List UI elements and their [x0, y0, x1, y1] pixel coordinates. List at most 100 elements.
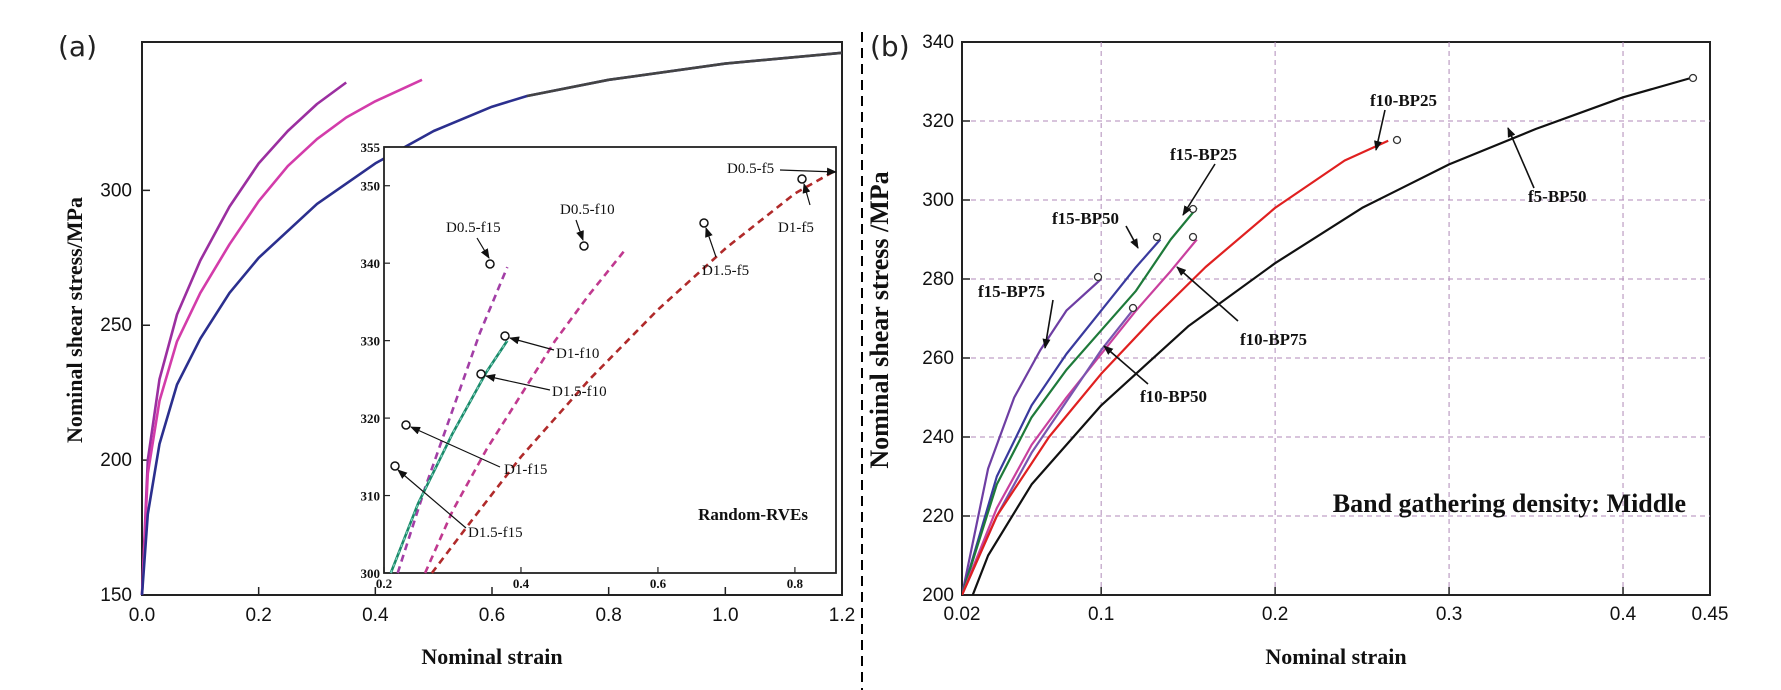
a-y-tick-label: 300	[100, 180, 132, 201]
panel-a: (a) 0.0 0.2 0.4 0.6 0.8 1.0 1.2 150 200 250 300 N…	[58, 30, 855, 669]
inset-x-tick-label: 0.6	[650, 576, 667, 591]
panel-b-series	[962, 76, 1693, 595]
panel-a-y-title: Nominal shear stress/MPa	[62, 197, 87, 443]
panel-a-x-axis: 0.0 0.2 0.4 0.6 0.8 1.0 1.2	[129, 587, 855, 626]
inset-y-axis: 300 310 320 330 340 350 355	[361, 140, 390, 581]
arrow-f10-bp50	[1103, 345, 1149, 385]
a-y-tick-label: 200	[100, 450, 132, 471]
a-series-f5-tail	[526, 51, 843, 98]
label-d05-f5: D0.5-f5	[727, 161, 774, 177]
inset-x-tick-label: 0.8	[787, 576, 804, 591]
marker-f10-bp75	[1188, 232, 1198, 242]
label-f15-bp50: f15-BP50	[1052, 209, 1119, 228]
arrow-d15-f5	[705, 227, 717, 258]
b-x-tick-label: 0.45	[1692, 604, 1729, 625]
arrow-d05-f5	[779, 167, 837, 176]
panel-b-x-axis: 0.02 0.1 0.2 0.3 0.4 0.45	[944, 587, 1729, 625]
inset-y-tick-label: 330	[361, 334, 381, 349]
b-series-f15-BP75	[962, 278, 1102, 595]
panel-a-y-axis: 150 200 250 300	[100, 180, 150, 606]
label-d15-f10: D1.5-f10	[552, 384, 607, 400]
b-x-tick-label: 0.3	[1436, 604, 1462, 625]
b-x-tick-label: 0.02	[944, 604, 981, 625]
inset-y-tick-label: 340	[361, 256, 381, 271]
panel-b-grid	[962, 42, 1710, 595]
panel-a-series	[140, 51, 843, 596]
a-x-tick-label: 1.0	[712, 605, 738, 626]
b-y-tick-label: 340	[922, 32, 954, 53]
panel-b-label: (b)	[870, 30, 910, 63]
b-y-tick-label: 320	[922, 111, 954, 132]
b-x-tick-label: 0.4	[1610, 604, 1637, 625]
label-d15-f5: D1.5-f5	[702, 263, 749, 279]
a-y-tick-label: 150	[100, 585, 132, 606]
label-f15-bp75: f15-BP75	[978, 282, 1045, 301]
arrow-d15-f15	[397, 469, 467, 529]
marker-d05-f10	[579, 241, 589, 251]
label-f15-bp25: f15-BP25	[1170, 145, 1237, 164]
a-series-f15	[140, 81, 347, 596]
marker-f15-bp50	[1152, 232, 1162, 242]
arrow-f10-bp25	[1374, 109, 1386, 151]
inset-x-tick-label: 0.4	[513, 576, 530, 591]
label-f10-bp50: f10-BP50	[1140, 387, 1207, 406]
inset-title: Random-RVEs	[698, 505, 808, 524]
marker-d05-f15	[485, 259, 495, 269]
marker-d1-f15	[401, 420, 411, 430]
inset-x-tick-label: 0.2	[376, 576, 392, 591]
panel-b-y-title: Nominal shear stress /MPa	[865, 171, 894, 468]
inset-y-tick-label: 300	[361, 566, 381, 581]
inset-series-D1-f10-overlay	[390, 340, 508, 574]
marker-d15-f5	[699, 218, 709, 228]
a-y-tick-label: 250	[100, 315, 132, 336]
marker-d15-f15	[390, 461, 400, 471]
b-x-tick-label: 0.2	[1262, 604, 1288, 625]
b-series-f15-BP25	[962, 207, 1198, 595]
arrow-d1-f15	[410, 426, 501, 468]
arrow-d05-f15	[476, 237, 490, 259]
label-f5-bp50: f5-BP50	[1528, 187, 1587, 206]
inset-y-tick-label: 310	[361, 489, 381, 504]
panel-b-markers	[1093, 73, 1698, 313]
label-d1-f5: D1-f5	[778, 220, 814, 236]
marker-d1-f10	[500, 331, 510, 341]
inset-series-D0.5-f15	[396, 266, 509, 574]
marker-f15-bp75	[1093, 272, 1103, 282]
panel-a-label: (a)	[58, 30, 97, 63]
label-d1-f10: D1-f10	[556, 346, 599, 362]
b-y-tick-label: 260	[922, 348, 954, 369]
b-y-tick-label: 220	[922, 506, 954, 527]
inset-x-axis: 0.2 0.4 0.6 0.8	[376, 567, 804, 591]
inset-chart: 0.2 0.4 0.6 0.8 300 310 320 330 340 350 355 Rando…	[361, 140, 837, 591]
label-f10-bp25: f10-BP25	[1370, 91, 1437, 110]
b-y-tick-label: 240	[922, 427, 954, 448]
a-series-f10	[140, 78, 423, 596]
panel-b-plot-frame	[961, 41, 1711, 596]
inset-markers	[390, 174, 807, 471]
a-x-tick-label: 0.8	[595, 605, 621, 626]
a-x-tick-label: 1.2	[829, 605, 855, 626]
inset-y-tick-label: 355	[361, 140, 381, 155]
inset-series-D0.5-f10	[423, 250, 625, 574]
b-series-f15-BP50	[962, 238, 1162, 595]
b-y-tick-label: 200	[922, 585, 954, 606]
arrow-d05-f10	[575, 219, 584, 241]
b-y-tick-label: 280	[922, 269, 954, 290]
b-y-tick-label: 300	[922, 190, 954, 211]
inset-series	[389, 169, 837, 574]
arrow-f15-bp25	[1182, 163, 1216, 216]
marker-d15-f10	[476, 369, 486, 379]
arrow-f15-bp50	[1125, 225, 1139, 249]
a-x-tick-label: 0.6	[479, 605, 505, 626]
arrow-f5-bp50	[1507, 127, 1535, 189]
label-f10-bp75: f10-BP75	[1240, 330, 1307, 349]
arrow-d1-f10	[509, 336, 555, 351]
inset-arrows	[397, 167, 837, 529]
marker-f10-bp25	[1392, 135, 1402, 145]
a-x-tick-label: 0.4	[362, 605, 389, 626]
label-d05-f10: D0.5-f10	[560, 202, 615, 218]
marker-f15-bp25	[1188, 204, 1198, 214]
panel-b-note: Band gathering density: Middle	[1333, 489, 1686, 518]
inset-y-tick-label: 320	[361, 411, 381, 426]
